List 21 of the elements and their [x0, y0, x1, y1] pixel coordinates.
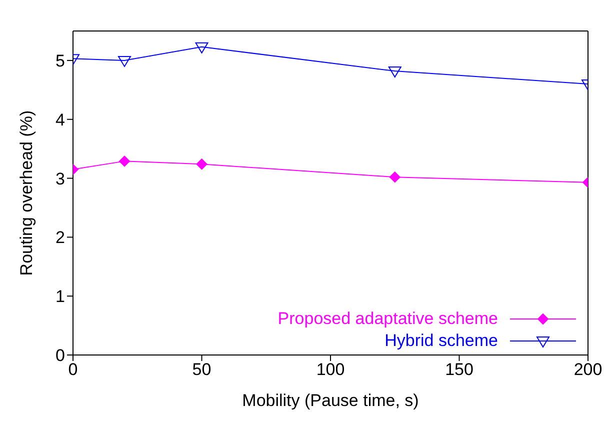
y-tick-label: 1	[56, 287, 65, 306]
legend-label: Hybrid scheme	[384, 331, 498, 351]
point	[388, 66, 402, 78]
point	[195, 42, 208, 54]
legend-label: Proposed adaptative scheme	[278, 309, 498, 329]
x-tick-label: 50	[192, 360, 212, 380]
x-tick-label: 0	[68, 360, 78, 380]
x-tick-label: 200	[574, 360, 602, 380]
point	[389, 172, 400, 183]
y-tick-label: 4	[56, 110, 65, 130]
x-tick-label: 150	[445, 360, 474, 380]
point	[118, 56, 131, 67]
y-tick-label: 3	[56, 169, 65, 188]
y-tick-label: 2	[56, 228, 65, 248]
point	[196, 158, 208, 170]
y-tick-label: 0	[56, 346, 65, 366]
y-tick-label: 5	[56, 51, 65, 70]
x-tick-label: 100	[316, 360, 345, 380]
y-axis-title: Routing overhead (%)	[17, 110, 36, 276]
x-axis-title: Mobility (Pause time, s)	[242, 391, 419, 410]
point	[119, 156, 130, 167]
